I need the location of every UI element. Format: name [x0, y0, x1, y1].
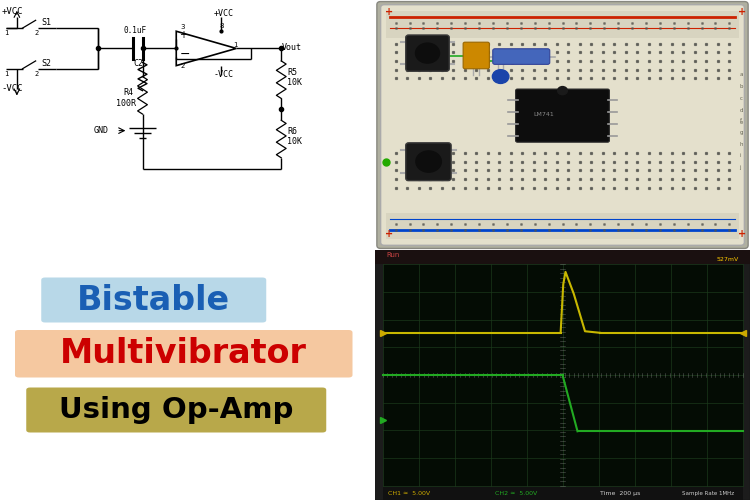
Text: LM741: LM741 [533, 112, 554, 116]
Text: 0.1uF: 0.1uF [124, 26, 147, 35]
Text: R5: R5 [286, 68, 297, 77]
FancyBboxPatch shape [380, 4, 744, 246]
FancyBboxPatch shape [463, 42, 489, 68]
FancyBboxPatch shape [375, 250, 750, 264]
Text: −: − [179, 48, 190, 61]
Text: C2: C2 [134, 58, 143, 68]
Text: Using Op-Amp: Using Op-Amp [59, 396, 293, 424]
Text: CH1 ≈  5.00V: CH1 ≈ 5.00V [388, 490, 430, 496]
Text: f: f [740, 118, 742, 123]
Text: +: + [386, 229, 394, 239]
Text: 2: 2 [34, 30, 39, 36]
FancyBboxPatch shape [406, 35, 449, 71]
Text: h: h [740, 142, 743, 146]
Text: -VCC: -VCC [2, 84, 23, 92]
Text: CH2 ≈  5.00V: CH2 ≈ 5.00V [495, 490, 537, 496]
Text: Vout: Vout [282, 43, 302, 52]
Text: 3: 3 [181, 24, 185, 30]
FancyBboxPatch shape [376, 2, 748, 248]
Text: b: b [740, 84, 743, 89]
Text: +VCC: +VCC [2, 7, 23, 16]
Text: c: c [740, 96, 742, 101]
Circle shape [416, 43, 440, 63]
Text: 10K: 10K [286, 78, 302, 87]
FancyBboxPatch shape [386, 11, 739, 38]
Text: 2: 2 [181, 63, 185, 69]
Circle shape [492, 70, 508, 84]
Text: 100R: 100R [116, 99, 136, 108]
Text: GND: GND [94, 126, 109, 135]
Text: +: + [386, 7, 394, 17]
Text: S1: S1 [41, 18, 51, 27]
FancyBboxPatch shape [382, 264, 742, 486]
Circle shape [416, 151, 441, 172]
Text: Sample Rate 1MHz: Sample Rate 1MHz [682, 490, 734, 496]
Text: a: a [740, 72, 743, 78]
Text: 2: 2 [34, 70, 39, 76]
FancyBboxPatch shape [15, 330, 352, 378]
FancyBboxPatch shape [26, 388, 326, 432]
Text: 8: 8 [219, 23, 224, 29]
Text: g: g [740, 130, 743, 134]
Text: i: i [740, 154, 741, 158]
FancyBboxPatch shape [41, 278, 266, 322]
Text: d: d [740, 108, 743, 113]
Text: Time  200 μs: Time 200 μs [600, 490, 640, 496]
Text: +: + [738, 229, 746, 239]
FancyBboxPatch shape [406, 143, 451, 180]
Text: Bistable: Bistable [77, 284, 230, 316]
FancyBboxPatch shape [382, 486, 742, 500]
Text: +: + [738, 7, 746, 17]
Text: Run: Run [386, 252, 400, 258]
Text: +: + [179, 30, 188, 40]
FancyBboxPatch shape [516, 89, 609, 142]
Text: 1: 1 [4, 70, 9, 76]
Text: R6: R6 [286, 128, 297, 136]
Circle shape [557, 86, 567, 94]
Text: R4: R4 [123, 88, 133, 98]
Text: 10K: 10K [286, 138, 302, 146]
Text: -VCC: -VCC [214, 70, 234, 78]
Text: S2: S2 [41, 58, 51, 68]
FancyBboxPatch shape [493, 49, 550, 64]
FancyBboxPatch shape [386, 212, 739, 239]
Text: 1: 1 [233, 42, 238, 48]
Text: +VCC: +VCC [214, 8, 234, 18]
Text: 527mV: 527mV [716, 257, 739, 262]
Text: e: e [740, 120, 742, 125]
FancyBboxPatch shape [374, 250, 750, 500]
Text: j: j [740, 166, 741, 170]
Text: 1: 1 [4, 30, 9, 36]
Text: Multivibrator: Multivibrator [60, 337, 308, 370]
